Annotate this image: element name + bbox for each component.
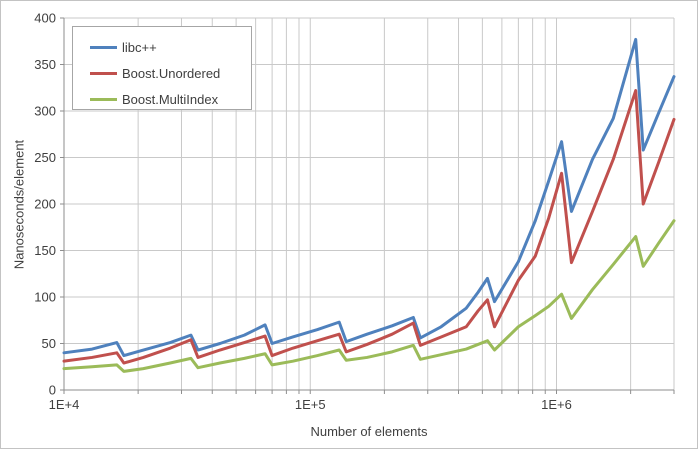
y-axis-title: Nanoseconds/element <box>11 139 27 270</box>
legend-label-libcpp: libc++ <box>122 39 157 55</box>
y-tick-label: 100 <box>34 290 56 305</box>
legend-swatch-libcpp <box>90 45 117 49</box>
series-line-libc- <box>62 37 676 358</box>
x-tick-label: 1E+6 <box>541 397 572 412</box>
legend: libc++ Boost.Unordered Boost.MultiIndex <box>72 26 252 110</box>
x-tick-label: 1E+4 <box>49 397 80 412</box>
y-tick-label: 250 <box>34 150 56 165</box>
legend-item-libcpp: libc++ <box>90 34 251 60</box>
y-tick-label: 200 <box>34 197 56 212</box>
y-tick-label: 350 <box>34 57 56 72</box>
legend-swatch-boost-unordered <box>90 71 117 75</box>
legend-item-boost-multiindex: Boost.MultiIndex <box>90 86 251 112</box>
series-line-boost-unordered <box>62 89 676 365</box>
series-line-boost-multiindex <box>62 219 676 373</box>
x-axis-title: Number of elements <box>310 424 428 439</box>
legend-swatch-boost-multiindex <box>90 97 117 101</box>
legend-label-boost-unordered: Boost.Unordered <box>122 65 221 81</box>
y-tick-label: 300 <box>34 104 56 119</box>
legend-label-boost-multiindex: Boost.MultiIndex <box>122 91 219 107</box>
y-tick-label: 0 <box>49 383 56 398</box>
y-tick-label: 50 <box>42 336 56 351</box>
y-tick-label: 150 <box>34 243 56 258</box>
x-tick-label: 1E+5 <box>295 397 326 412</box>
legend-item-boost-unordered: Boost.Unordered <box>90 60 251 86</box>
y-tick-label: 400 <box>34 11 56 26</box>
